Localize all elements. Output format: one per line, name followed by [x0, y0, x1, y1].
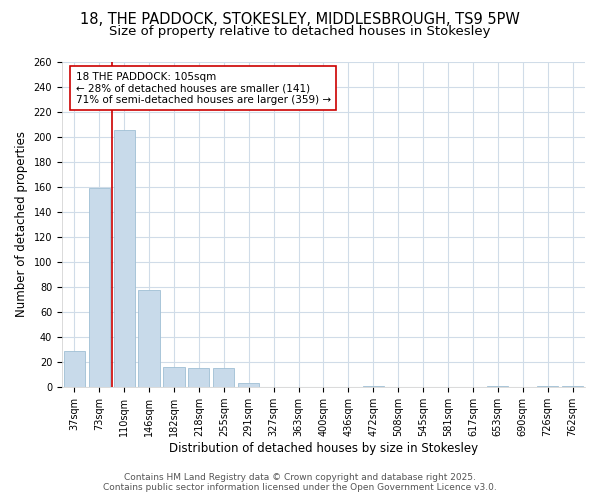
Bar [163, 367, 185, 387]
Bar [537, 386, 558, 387]
Bar [113, 130, 135, 387]
Bar [139, 290, 160, 387]
Text: Contains HM Land Registry data © Crown copyright and database right 2025.
Contai: Contains HM Land Registry data © Crown c… [103, 473, 497, 492]
Y-axis label: Number of detached properties: Number of detached properties [15, 132, 28, 318]
Text: Size of property relative to detached houses in Stokesley: Size of property relative to detached ho… [109, 25, 491, 38]
Bar [213, 368, 235, 387]
Bar [487, 386, 508, 387]
Bar [188, 368, 209, 387]
Text: 18 THE PADDOCK: 105sqm
← 28% of detached houses are smaller (141)
71% of semi-de: 18 THE PADDOCK: 105sqm ← 28% of detached… [76, 72, 331, 104]
X-axis label: Distribution of detached houses by size in Stokesley: Distribution of detached houses by size … [169, 442, 478, 455]
Bar [64, 351, 85, 387]
Text: 18, THE PADDOCK, STOKESLEY, MIDDLESBROUGH, TS9 5PW: 18, THE PADDOCK, STOKESLEY, MIDDLESBROUG… [80, 12, 520, 28]
Bar [89, 188, 110, 387]
Bar [238, 384, 259, 387]
Bar [362, 386, 384, 387]
Bar [562, 386, 583, 387]
